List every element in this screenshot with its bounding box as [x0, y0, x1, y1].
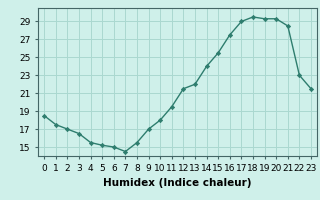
X-axis label: Humidex (Indice chaleur): Humidex (Indice chaleur) — [103, 178, 252, 188]
